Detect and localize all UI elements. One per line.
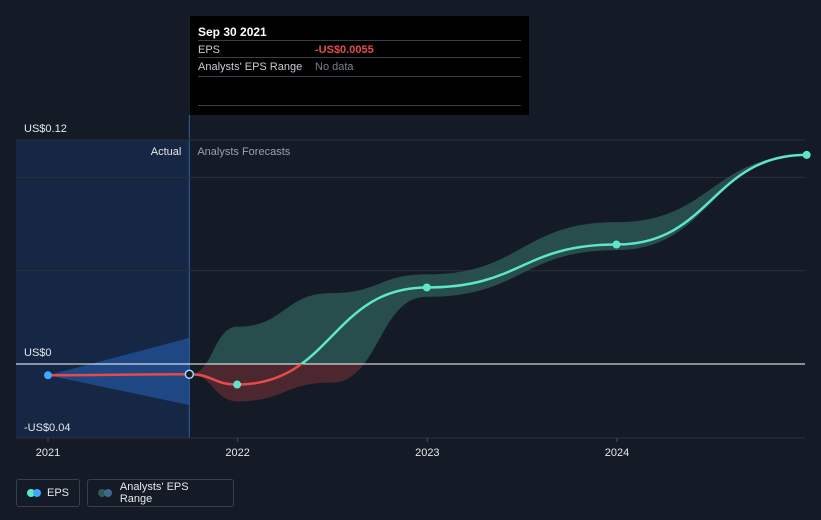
past-eps-range-band [48, 337, 190, 406]
eps-legend-icon [27, 489, 41, 497]
x-tick-label-1: 2022 [225, 447, 249, 459]
tooltip-range-value: No data [315, 61, 354, 73]
y-axis-label-1: US$0 [24, 347, 52, 359]
legend-eps-label: EPS [46, 487, 69, 499]
tooltip-eps-value: -US$0.0055 [315, 44, 374, 56]
forecast-label: Analysts Forecasts [197, 146, 290, 158]
eps-point-1 [184, 369, 195, 380]
eps-point-4 [612, 240, 621, 249]
tooltip-range-row: Analysts' EPS Range No data [198, 57, 521, 77]
y-axis-label-0: US$0.12 [24, 123, 67, 135]
x-tick-label-3: 2024 [605, 447, 629, 459]
eps-line-positive [299, 153, 807, 364]
x-tick-label-2: 2023 [415, 447, 439, 459]
tooltip-eps-row: EPS -US$0.0055 [198, 40, 521, 59]
legend-eps-button[interactable]: EPS [16, 479, 80, 507]
tooltip-date: Sep 30 2021 [198, 25, 267, 39]
eps-point-0 [44, 371, 52, 380]
y-axis-label-2: -US$0.04 [24, 422, 70, 434]
tooltip-eps-label: EPS [198, 44, 221, 56]
x-tick-label-0: 2021 [36, 447, 60, 459]
range-legend-icon [98, 489, 112, 497]
eps-point-3 [422, 283, 431, 292]
legend-range-label: Analysts' EPS Range [119, 481, 189, 505]
tooltip-divider [198, 105, 521, 106]
actual-period-background [16, 140, 190, 438]
legend-range-button[interactable]: Analysts' EPS Range [87, 479, 234, 507]
forecast-eps-range-band-negative [189, 364, 364, 402]
eps-chart: US$0.12 US$0 -US$0.04 Actual Analysts Foreca… [16, 115, 811, 459]
eps-point-2 [233, 380, 242, 389]
tooltip: Sep 30 2021 EPS -US$0.0055 Analysts' EPS… [190, 16, 529, 115]
eps-point-5 [802, 150, 811, 159]
actual-label: Actual [151, 146, 182, 158]
tooltip-range-label: Analysts' EPS Range [198, 61, 303, 73]
